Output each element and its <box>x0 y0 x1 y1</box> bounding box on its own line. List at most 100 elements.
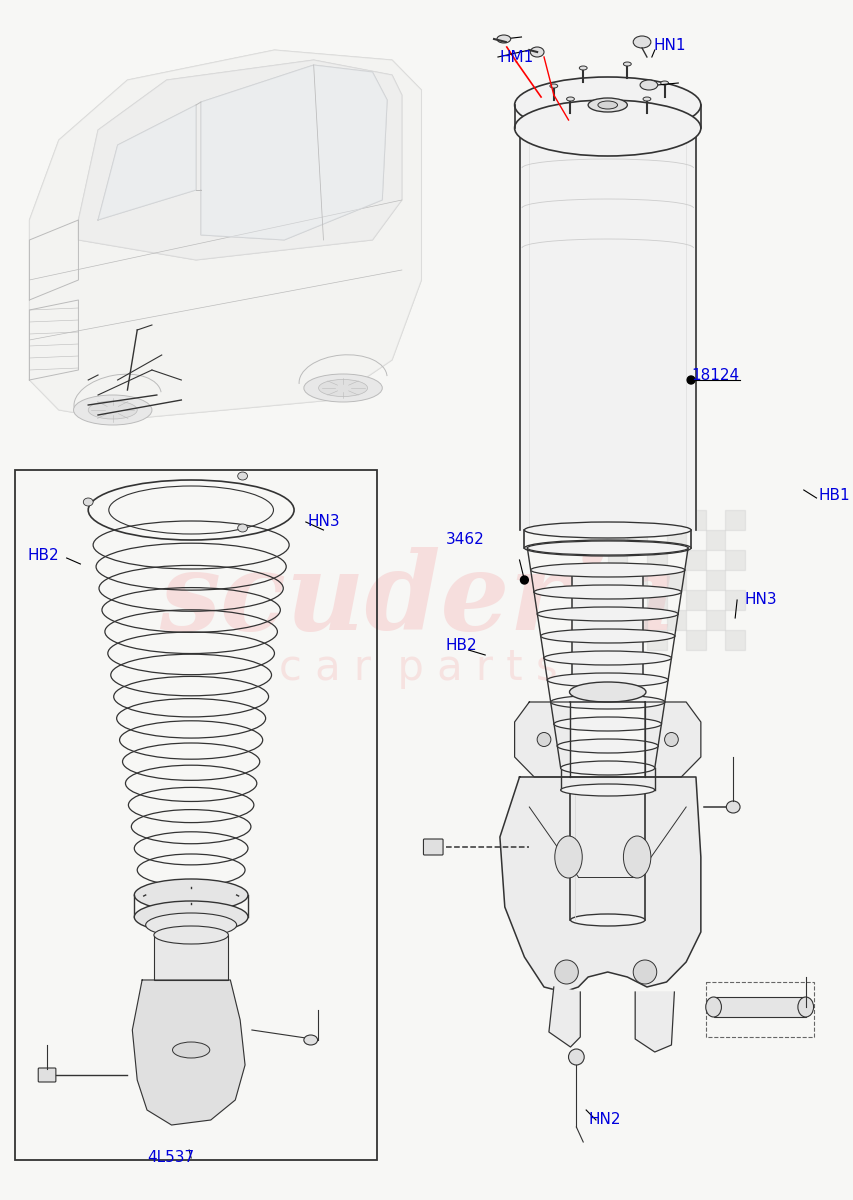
Bar <box>572 570 642 680</box>
Circle shape <box>519 576 528 584</box>
Bar <box>705 530 724 550</box>
Ellipse shape <box>146 913 236 937</box>
Bar <box>607 630 627 650</box>
Polygon shape <box>132 980 245 1126</box>
Ellipse shape <box>632 960 656 984</box>
Text: HN1: HN1 <box>653 37 686 53</box>
Polygon shape <box>635 992 674 1052</box>
Ellipse shape <box>569 682 645 702</box>
Ellipse shape <box>530 563 684 577</box>
Ellipse shape <box>237 524 247 532</box>
Bar <box>607 590 627 610</box>
Ellipse shape <box>543 650 670 665</box>
Text: HN2: HN2 <box>588 1112 620 1128</box>
Text: HN3: HN3 <box>307 515 340 529</box>
Polygon shape <box>514 702 570 778</box>
Text: 18124: 18124 <box>690 367 739 383</box>
Ellipse shape <box>540 629 674 643</box>
Ellipse shape <box>623 62 630 66</box>
Ellipse shape <box>530 47 543 56</box>
Ellipse shape <box>640 80 657 90</box>
Bar <box>685 630 705 650</box>
Ellipse shape <box>524 522 690 538</box>
Bar <box>685 550 705 570</box>
Bar <box>647 550 665 570</box>
Ellipse shape <box>568 1049 583 1066</box>
Text: HN3: HN3 <box>744 593 777 607</box>
Ellipse shape <box>318 379 367 396</box>
Ellipse shape <box>537 607 677 622</box>
Bar <box>724 550 744 570</box>
Ellipse shape <box>554 836 582 878</box>
Bar <box>685 510 705 530</box>
Bar <box>570 790 644 920</box>
Bar <box>705 610 724 630</box>
Bar <box>724 630 744 650</box>
Polygon shape <box>499 778 700 992</box>
Circle shape <box>687 376 694 384</box>
Ellipse shape <box>537 732 550 746</box>
Bar <box>627 530 647 550</box>
Bar <box>15 470 377 1160</box>
FancyBboxPatch shape <box>423 839 443 854</box>
Ellipse shape <box>496 35 510 43</box>
Bar <box>665 570 685 590</box>
Text: 4L537: 4L537 <box>147 1151 194 1165</box>
Ellipse shape <box>524 540 690 556</box>
Ellipse shape <box>304 374 382 402</box>
Polygon shape <box>29 50 421 420</box>
Ellipse shape <box>623 836 650 878</box>
Ellipse shape <box>549 84 557 88</box>
Bar <box>705 982 813 1037</box>
Ellipse shape <box>547 673 667 686</box>
Bar <box>724 590 744 610</box>
Text: c a r  p a r t s: c a r p a r t s <box>279 647 557 689</box>
Ellipse shape <box>578 66 587 70</box>
Ellipse shape <box>237 472 247 480</box>
Bar <box>724 510 744 530</box>
Ellipse shape <box>550 695 664 709</box>
Ellipse shape <box>172 1042 210 1058</box>
Ellipse shape <box>797 997 813 1018</box>
Text: HB2: HB2 <box>445 638 477 654</box>
Bar <box>665 530 685 550</box>
Bar <box>607 510 627 530</box>
Ellipse shape <box>632 36 650 48</box>
Ellipse shape <box>557 739 658 754</box>
Text: HM1: HM1 <box>499 49 533 65</box>
Ellipse shape <box>597 101 617 109</box>
Ellipse shape <box>84 498 93 506</box>
Ellipse shape <box>705 997 721 1018</box>
FancyBboxPatch shape <box>38 1068 55 1082</box>
Bar <box>519 128 695 530</box>
Bar <box>647 510 665 530</box>
Bar <box>665 610 685 630</box>
Bar <box>627 570 647 590</box>
Bar <box>713 997 804 1018</box>
Ellipse shape <box>726 802 740 814</box>
Ellipse shape <box>533 584 681 599</box>
Polygon shape <box>98 104 196 220</box>
Ellipse shape <box>73 395 152 425</box>
Text: scuderia: scuderia <box>159 547 677 653</box>
Ellipse shape <box>554 960 577 984</box>
Ellipse shape <box>514 100 700 156</box>
Ellipse shape <box>154 926 228 944</box>
Text: 3462: 3462 <box>445 533 485 547</box>
Text: HB2: HB2 <box>27 548 59 564</box>
Polygon shape <box>644 702 700 778</box>
Ellipse shape <box>554 716 661 731</box>
Bar <box>647 590 665 610</box>
Polygon shape <box>548 986 579 1046</box>
Ellipse shape <box>514 77 700 133</box>
Ellipse shape <box>560 761 654 775</box>
Ellipse shape <box>527 541 688 554</box>
Ellipse shape <box>134 901 247 934</box>
Bar <box>154 935 228 980</box>
Ellipse shape <box>560 784 654 796</box>
Text: HB1: HB1 <box>817 487 849 503</box>
Ellipse shape <box>572 674 642 685</box>
Ellipse shape <box>664 732 677 746</box>
Ellipse shape <box>566 97 574 101</box>
Bar <box>647 630 665 650</box>
